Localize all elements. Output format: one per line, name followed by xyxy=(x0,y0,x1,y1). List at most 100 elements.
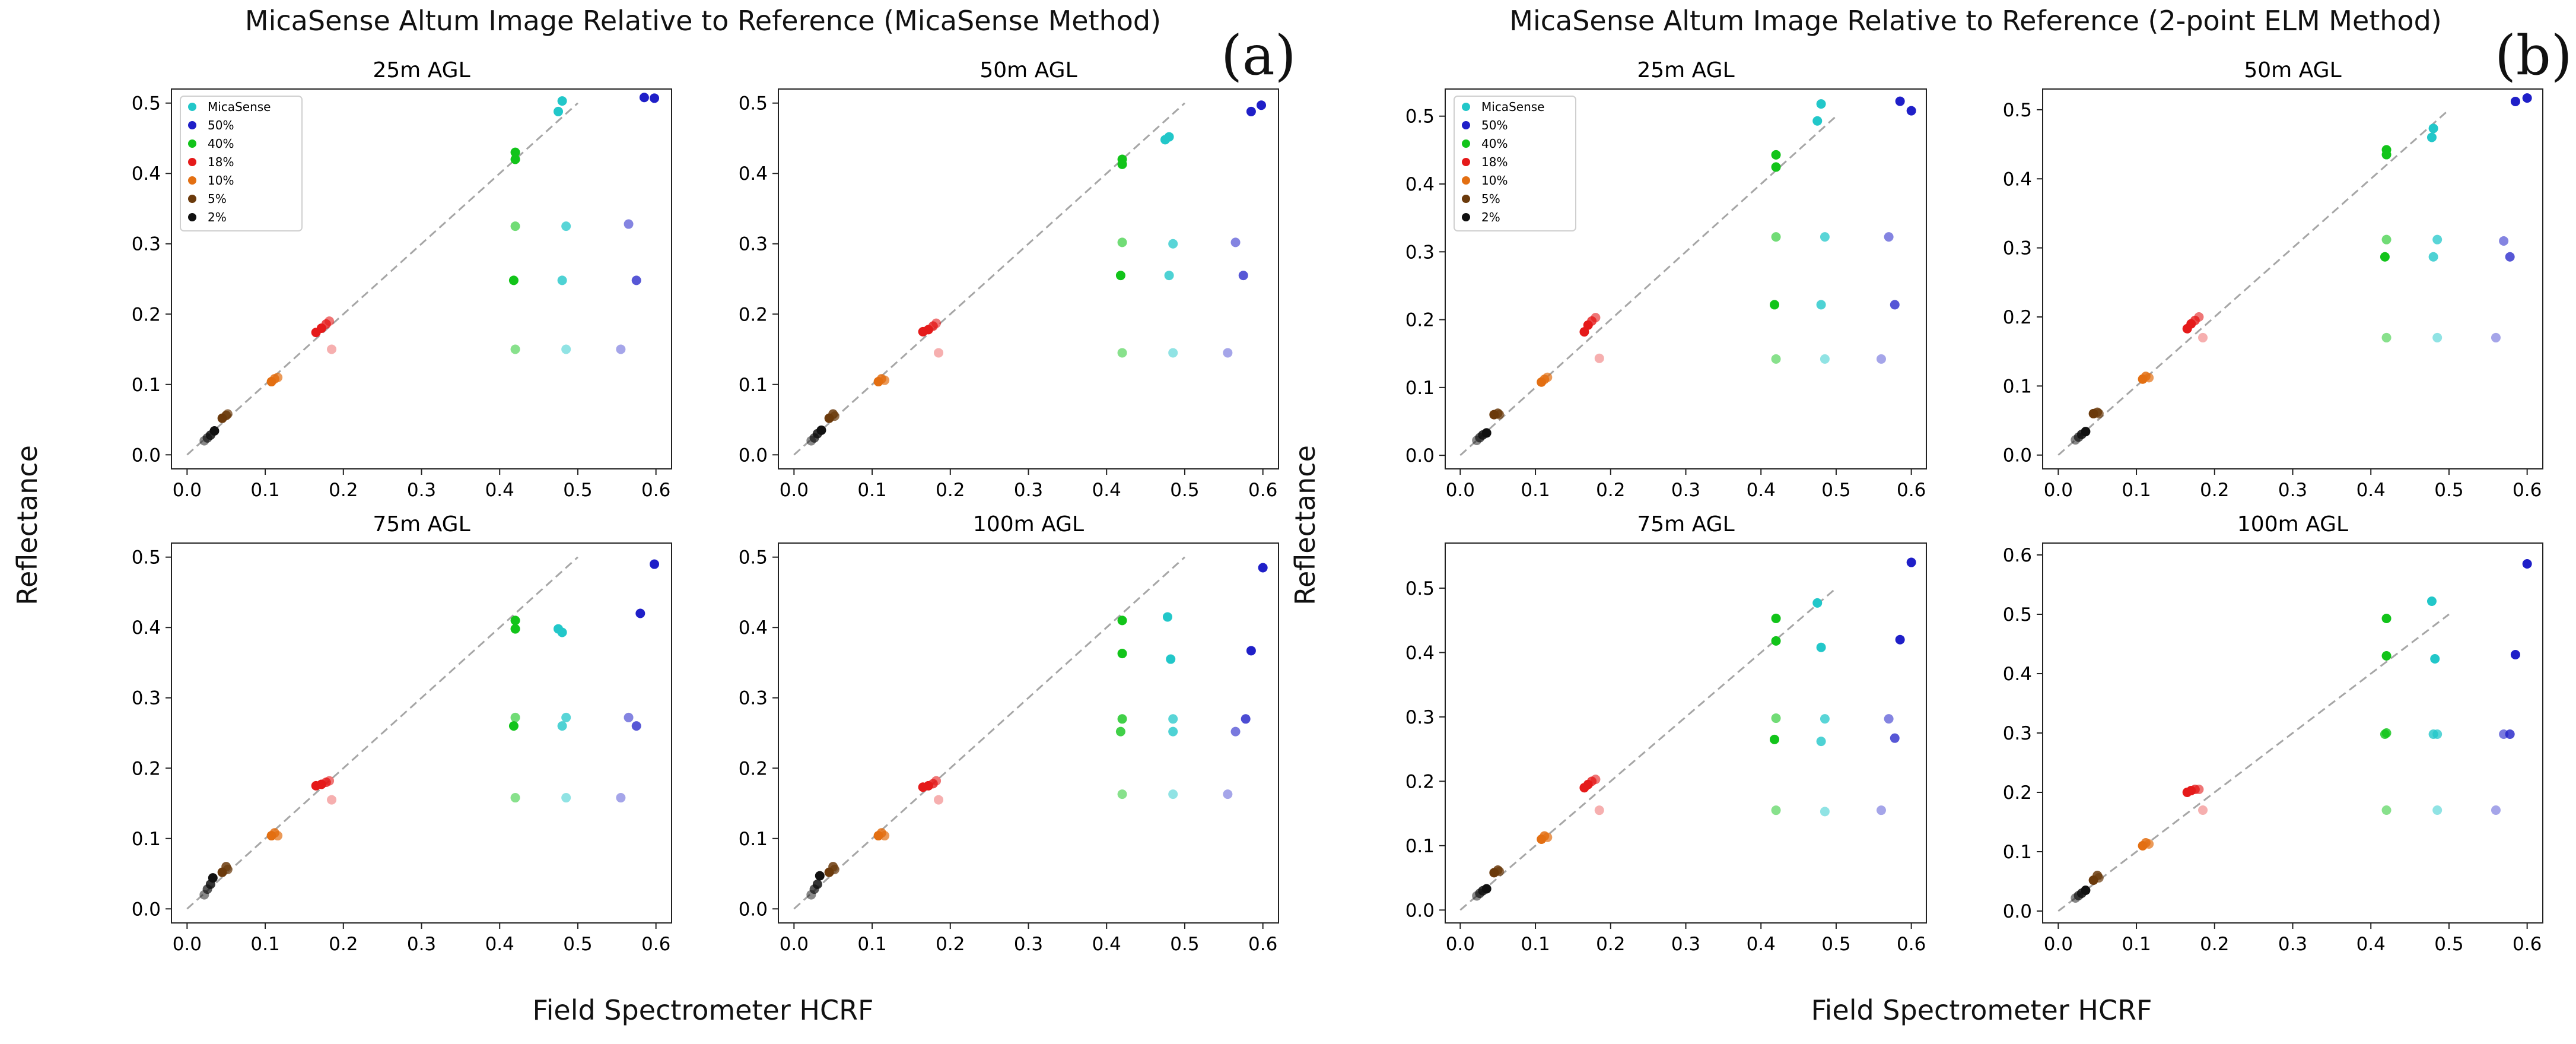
point-40pct-50m-agl xyxy=(1115,271,1125,281)
point-18pct-75m-agl xyxy=(1594,805,1604,815)
plot-frame xyxy=(1445,542,1927,924)
legend-marker xyxy=(1462,158,1470,166)
x-tick-label: 0.1 xyxy=(857,934,886,955)
reference-line xyxy=(186,556,578,910)
x-tick-label: 0.6 xyxy=(1897,480,1926,501)
point-40pct-75m-agl xyxy=(1771,636,1781,646)
point-50pct-100m-agl xyxy=(1246,646,1256,656)
point-50pct-100m-agl xyxy=(1241,714,1251,724)
point-micasense-75m-agl xyxy=(561,712,571,722)
point-micasense-100m-agl xyxy=(1166,654,1176,664)
legend-marker xyxy=(188,121,196,129)
point-40pct-75m-agl xyxy=(510,624,520,634)
y-tick-label: 0.2 xyxy=(2003,782,2032,804)
legend-marker xyxy=(1462,195,1470,203)
legend-marker xyxy=(1462,213,1470,221)
x-tick-label: 0.2 xyxy=(2200,480,2229,501)
y-tick-label: 0.5 xyxy=(132,93,161,115)
point-18pct-100m-agl xyxy=(2198,805,2208,815)
y-tick-label: 0.1 xyxy=(132,375,161,396)
point-50pct-75m-agl xyxy=(635,608,645,618)
x-tick-label: 0.6 xyxy=(2513,934,2542,955)
point-40pct-75m-agl xyxy=(1771,713,1781,723)
legend-label: 2% xyxy=(208,210,227,224)
point-40pct-50m-agl xyxy=(1117,237,1127,247)
y-tick-label: 0.2 xyxy=(132,758,161,779)
x-tick-label: 0.4 xyxy=(1092,480,1121,501)
legend-marker xyxy=(188,176,196,185)
point-40pct-75m-agl xyxy=(1770,734,1780,744)
y-tick-label: 0.2 xyxy=(2003,307,2032,328)
point-50pct-25m-agl xyxy=(624,219,634,229)
x-tick-label: 0.2 xyxy=(936,934,965,955)
right-figure-title: MicaSense Altum Image Relative to Refere… xyxy=(1509,5,2442,37)
x-tick-label: 0.4 xyxy=(1747,480,1776,501)
y-tick-label: 0.1 xyxy=(739,375,768,396)
legend-marker xyxy=(188,195,196,203)
legend-label: 40% xyxy=(208,137,234,151)
point-micasense-25m-agl xyxy=(561,344,571,354)
x-tick-label: 0.4 xyxy=(485,480,514,501)
y-tick-label: 0.5 xyxy=(739,547,768,569)
point-micasense-75m-agl xyxy=(1816,737,1826,747)
x-tick-label: 0.5 xyxy=(1170,934,1199,955)
legend-marker xyxy=(1462,103,1470,111)
legend-label: 18% xyxy=(208,155,234,169)
point-micasense-50m-agl xyxy=(1168,239,1178,249)
y-tick-label: 0.5 xyxy=(2003,604,2032,626)
x-tick-label: 0.1 xyxy=(1521,934,1550,955)
y-tick-label: 0.3 xyxy=(1405,707,1435,728)
x-tick-label: 0.0 xyxy=(780,934,809,955)
point-micasense-100m-agl xyxy=(1168,726,1178,737)
point-50pct-50m-agl xyxy=(1257,100,1267,110)
legend-label: 18% xyxy=(1481,155,1508,169)
point-18pct-25m-agl xyxy=(1594,353,1604,363)
subplot-a-75m: 75m AGL 0.0 0.1 0.2 0.3 0.4 0.5 0.6 0.0 0.1 0.2 0.3… xyxy=(132,512,672,955)
subplot-title: 25m AGL xyxy=(1637,58,1734,82)
y-tick-label: 0.3 xyxy=(739,688,768,709)
point-40pct-25m-agl xyxy=(1771,232,1781,242)
right-figure-tag: (b) xyxy=(2495,24,2572,87)
point-2pct-25m-agl xyxy=(1481,428,1491,438)
point-40pct-75m-agl xyxy=(1771,613,1781,623)
point-micasense-50m-agl xyxy=(2428,252,2438,262)
subplot-a-25m: 25m AGL 0.0 0.1 0.2 0.3 0.4 0.5 0.6 0.0 0.1 0.2 0.3… xyxy=(132,58,672,501)
legend-label: 50% xyxy=(208,118,234,132)
legend-label: 40% xyxy=(1481,137,1508,151)
x-tick-label: 0.0 xyxy=(1446,934,1475,955)
point-40pct-50m-agl xyxy=(2381,234,2391,245)
point-5pct-75m-agl xyxy=(222,864,233,874)
point-50pct-75m-agl xyxy=(650,559,660,569)
point-50pct-75m-agl xyxy=(1884,714,1894,724)
point-40pct-25m-agl xyxy=(1771,162,1781,172)
x-tick-label: 0.6 xyxy=(1248,480,1277,501)
point-micasense-75m-agl xyxy=(561,793,571,803)
x-tick-label: 0.3 xyxy=(1014,480,1043,501)
point-40pct-25m-agl xyxy=(1770,300,1780,310)
point-50pct-100m-agl xyxy=(1258,563,1268,573)
point-40pct-75m-agl xyxy=(510,793,520,803)
point-2pct-100m-agl xyxy=(2081,886,2091,895)
y-tick-label: 0.1 xyxy=(2003,842,2032,863)
point-18pct-25m-agl xyxy=(1591,313,1601,323)
point-50pct-50m-agl xyxy=(2510,96,2520,106)
point-micasense-25m-agl xyxy=(557,275,567,285)
x-tick-label: 0.3 xyxy=(1671,934,1700,955)
left-figure-tag: (a) xyxy=(1221,24,1296,87)
x-tick-label: 0.0 xyxy=(780,480,809,501)
x-tick-label: 0.4 xyxy=(1092,934,1121,955)
legend-marker xyxy=(1462,121,1470,129)
point-micasense-75m-agl xyxy=(1820,714,1830,724)
y-tick-label: 0.4 xyxy=(2003,664,2032,685)
x-tick-label: 0.0 xyxy=(173,934,202,955)
point-micasense-50m-agl xyxy=(1168,348,1178,358)
point-5pct-100m-agl xyxy=(829,864,839,874)
point-40pct-25m-agl xyxy=(510,344,520,354)
point-50pct-75m-agl xyxy=(631,721,641,731)
x-tick-label: 0.4 xyxy=(485,934,514,955)
x-tick-label: 0.6 xyxy=(641,934,670,955)
y-tick-label: 0.1 xyxy=(1405,377,1435,399)
y-tick-label: 0.0 xyxy=(739,899,768,920)
x-tick-label: 0.6 xyxy=(2513,480,2542,501)
point-40pct-50m-agl xyxy=(2380,252,2390,262)
